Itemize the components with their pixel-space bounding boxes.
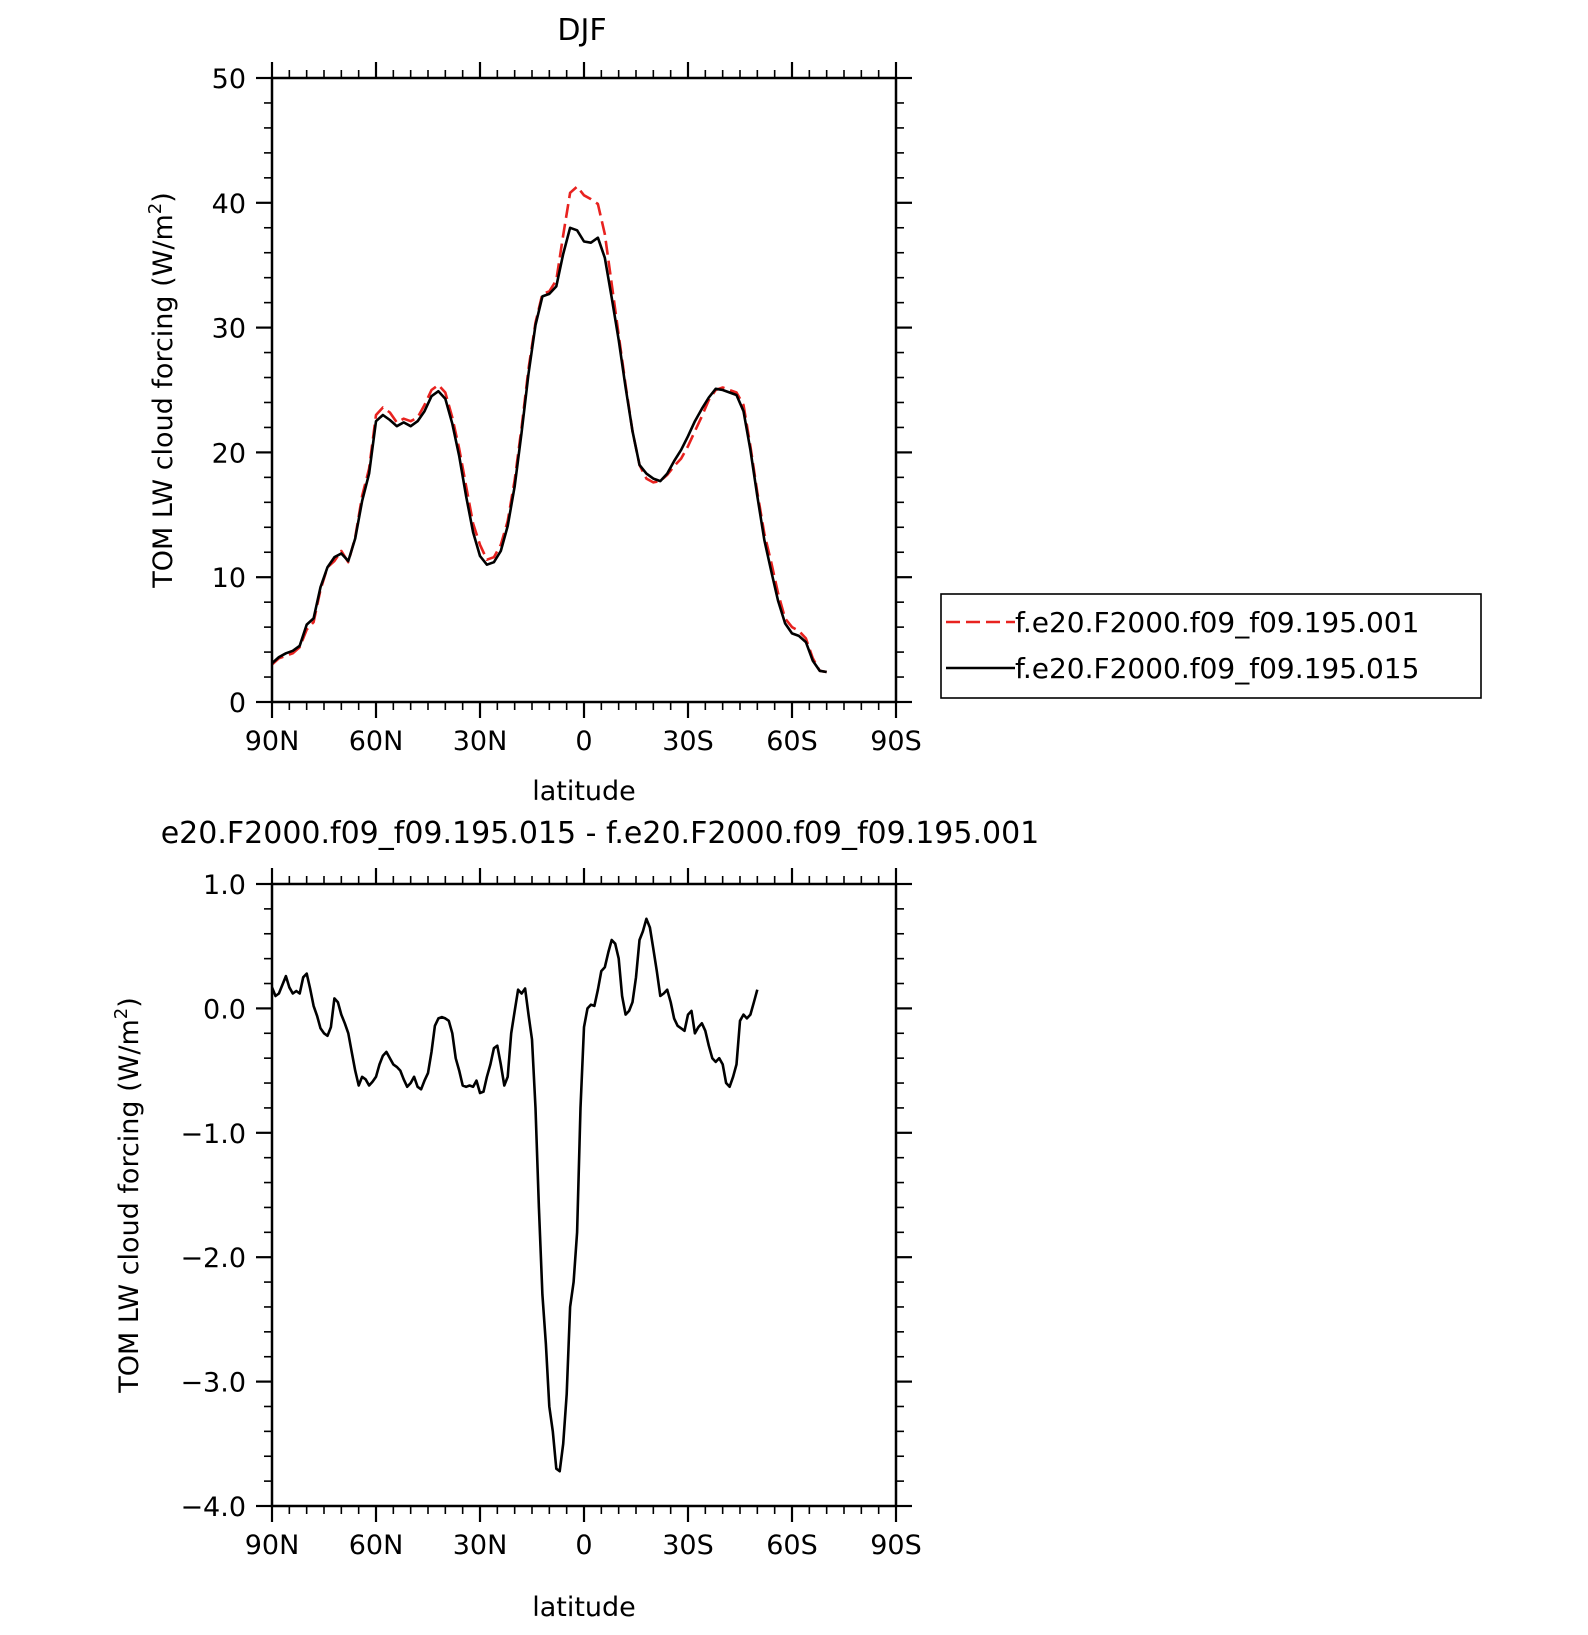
y-tick-label: 10 <box>212 563 246 594</box>
x-tick-label: 30N <box>453 726 508 757</box>
y-tick-label: 20 <box>212 438 246 469</box>
y-tick-label: 0.0 <box>203 994 246 1025</box>
y-tick-label: 0 <box>229 688 246 719</box>
y-axis-label-end: ) <box>148 192 179 203</box>
x-tick-label: 90S <box>870 726 922 757</box>
chart-title: e20.F2000.f09_f09.195.015 - f.e20.F2000.… <box>161 816 1040 851</box>
series-line-1 <box>272 185 827 674</box>
x-tick-label: 90N <box>245 1530 300 1561</box>
y-tick-label: 1.0 <box>203 870 246 901</box>
y-tick-label: −3.0 <box>180 1368 246 1399</box>
series-line-2 <box>272 226 827 674</box>
y-tick-label: −2.0 <box>180 1243 246 1274</box>
y-tick-label: −1.0 <box>180 1119 246 1150</box>
chart-title: DJF <box>557 13 606 48</box>
x-axis-label: latitude <box>532 776 636 807</box>
x-tick-label: 30N <box>453 1530 508 1561</box>
x-tick-label: 30S <box>662 1530 714 1561</box>
y-axis-label-superscript: 2 <box>145 203 166 214</box>
y-axis-label-superscript: 2 <box>111 1008 132 1019</box>
x-tick-label: 60N <box>349 1530 404 1561</box>
series-line-1 <box>272 917 759 1473</box>
x-tick-label: 90N <box>245 726 300 757</box>
y-tick-label: 40 <box>212 189 246 220</box>
x-tick-label: 0 <box>575 726 592 757</box>
y-axis-label-main: TOM LW cloud forcing (W/m <box>148 214 179 589</box>
legend-box <box>940 593 1482 699</box>
x-tick-label: 0 <box>575 1530 592 1561</box>
y-tick-label: 50 <box>212 64 246 95</box>
chart-panel-2: e20.F2000.f09_f09.195.015 - f.e20.F2000.… <box>111 816 1039 1623</box>
legend: f.e20.F2000.f09_f09.195.001 f.e20.F2000.f… <box>940 593 1482 699</box>
y-axis-label: TOM LW cloud forcing (W/m2) <box>111 997 145 1394</box>
x-tick-label: 30S <box>662 726 714 757</box>
chart-panel-1: DJF 90N 60N 30N 0 30S 60S 90S 0 10 20 30 40 50 latitud… <box>145 13 1482 807</box>
plot-frame <box>270 76 898 704</box>
y-tick-label: 30 <box>212 314 246 345</box>
y-axis-label: TOM LW cloud forcing (W/m2) <box>145 192 179 589</box>
y-axis-label-end: ) <box>114 997 145 1008</box>
y-tick-label: −4.0 <box>180 1492 246 1523</box>
x-tick-label: 60S <box>766 1530 818 1561</box>
y-axis-label-main: TOM LW cloud forcing (W/m <box>114 1019 145 1394</box>
x-axis-label: latitude <box>532 1592 636 1623</box>
x-tick-label: 90S <box>870 1530 922 1561</box>
x-tick-label: 60S <box>766 726 818 757</box>
plot-frame <box>270 882 898 1508</box>
legend-label-1: f.e20.F2000.f09_f09.195.001 <box>1015 606 1419 639</box>
x-tick-label: 60N <box>349 726 404 757</box>
legend-label-2: f.e20.F2000.f09_f09.195.015 <box>1015 652 1419 685</box>
